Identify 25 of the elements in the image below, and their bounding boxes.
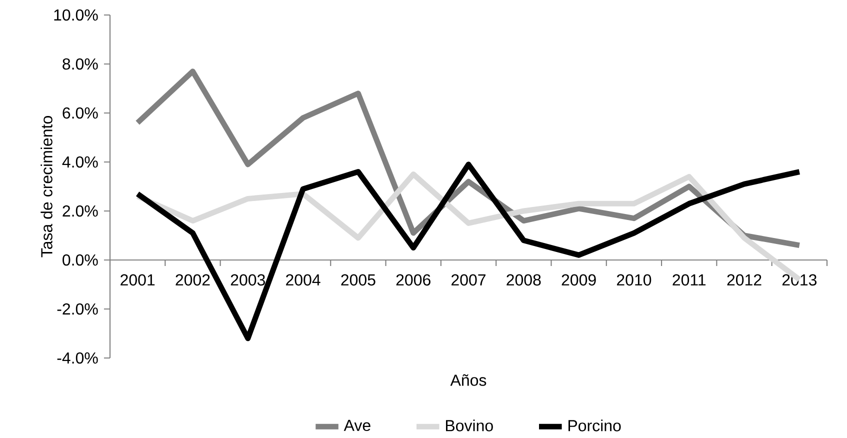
x-tick-label: 2004 — [286, 274, 320, 286]
x-tick-label: 2009 — [562, 274, 596, 286]
x-tick-label: 2010 — [616, 274, 652, 286]
y-tick-label: 4.0% — [62, 156, 98, 168]
y-tick-label: 0.0% — [62, 254, 98, 266]
x-tick-label: 2002 — [176, 274, 210, 286]
legend-label: Ave — [344, 420, 370, 432]
x-axis-title: Años — [450, 374, 486, 386]
y-tick-label: 2.0% — [62, 205, 98, 217]
x-tick-label: 2005 — [341, 274, 376, 286]
x-tick-label: 2007 — [452, 274, 486, 286]
x-tick-label: 2003 — [230, 274, 265, 286]
x-tick-label: 2006 — [396, 274, 430, 286]
y-axis-title: Tasa de crecimiento — [40, 116, 52, 258]
legend-label: Porcino — [568, 420, 621, 432]
y-tick-label: 10.0% — [54, 9, 98, 21]
y-tick-label: -4.0% — [57, 352, 98, 364]
x-tick-label: 2001 — [120, 274, 155, 286]
x-tick-label: 2011 — [672, 274, 706, 286]
y-tick-label: 6.0% — [62, 107, 98, 119]
x-tick-label: 2012 — [727, 274, 762, 286]
x-tick-label: 2008 — [506, 274, 541, 286]
y-tick-label: -2.0% — [57, 303, 98, 315]
legend-label: Bovino — [446, 420, 493, 432]
y-tick-label: 8.0% — [62, 58, 98, 70]
